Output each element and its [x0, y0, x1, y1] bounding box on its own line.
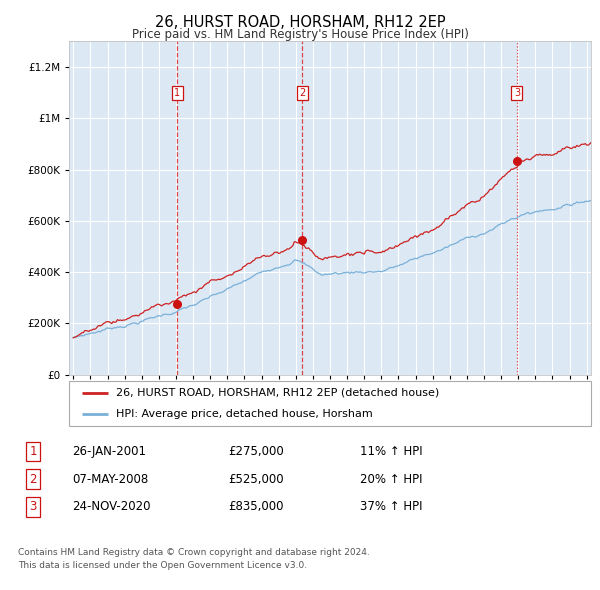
Text: £835,000: £835,000: [228, 500, 284, 513]
FancyBboxPatch shape: [69, 381, 591, 426]
Text: 11% ↑ HPI: 11% ↑ HPI: [360, 445, 422, 458]
Text: 24-NOV-2020: 24-NOV-2020: [72, 500, 151, 513]
Text: 3: 3: [514, 88, 520, 98]
Text: 3: 3: [29, 500, 37, 513]
Text: £275,000: £275,000: [228, 445, 284, 458]
Text: 20% ↑ HPI: 20% ↑ HPI: [360, 473, 422, 486]
Text: 2: 2: [299, 88, 305, 98]
Text: Contains HM Land Registry data © Crown copyright and database right 2024.: Contains HM Land Registry data © Crown c…: [18, 548, 370, 556]
Text: 26, HURST ROAD, HORSHAM, RH12 2EP: 26, HURST ROAD, HORSHAM, RH12 2EP: [155, 15, 445, 30]
Text: 07-MAY-2008: 07-MAY-2008: [72, 473, 148, 486]
Text: £525,000: £525,000: [228, 473, 284, 486]
Text: 26, HURST ROAD, HORSHAM, RH12 2EP (detached house): 26, HURST ROAD, HORSHAM, RH12 2EP (detac…: [116, 388, 439, 398]
Text: 37% ↑ HPI: 37% ↑ HPI: [360, 500, 422, 513]
Text: HPI: Average price, detached house, Horsham: HPI: Average price, detached house, Hors…: [116, 409, 373, 419]
Text: This data is licensed under the Open Government Licence v3.0.: This data is licensed under the Open Gov…: [18, 560, 307, 569]
Text: 26-JAN-2001: 26-JAN-2001: [72, 445, 146, 458]
Text: 1: 1: [29, 445, 37, 458]
Text: 2: 2: [29, 473, 37, 486]
Text: Price paid vs. HM Land Registry's House Price Index (HPI): Price paid vs. HM Land Registry's House …: [131, 28, 469, 41]
Text: 1: 1: [174, 88, 181, 98]
